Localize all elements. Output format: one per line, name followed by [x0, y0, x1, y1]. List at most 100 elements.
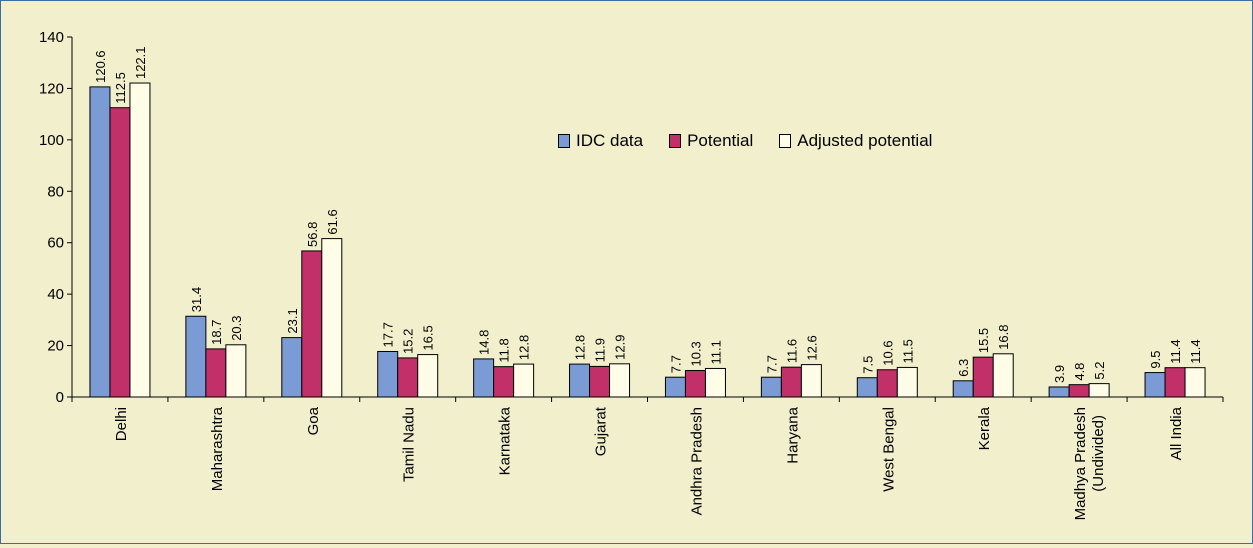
- legend-swatch-adjusted: [779, 134, 792, 148]
- legend-swatch-potential: [669, 134, 682, 148]
- data-label: 12.9: [613, 335, 628, 360]
- data-label: 11.9: [593, 338, 608, 362]
- data-label: 4.8: [1072, 363, 1087, 381]
- x-tick-label-line: All India: [1168, 406, 1185, 460]
- bar: [876, 369, 898, 398]
- data-labels-group: 120.6 112.5 122.1 31.4 18.7 20.3 23.1 56.8 61.6 1…: [93, 46, 1203, 382]
- bar: [1144, 372, 1166, 398]
- bar: [109, 107, 131, 398]
- legend-label-idc: IDC data: [576, 131, 644, 150]
- bar: [281, 337, 303, 398]
- bar: [589, 365, 611, 398]
- data-label: 16.8: [996, 324, 1011, 349]
- bar: [760, 376, 782, 398]
- x-tick-label: Andhra Pradesh: [688, 407, 705, 515]
- data-label: 11.1: [708, 340, 723, 364]
- bar: [704, 367, 726, 398]
- y-tick-label: 60: [47, 235, 64, 252]
- legend-item-potential: Potential: [669, 131, 753, 151]
- data-label: 14.8: [477, 330, 492, 355]
- x-tick-label: Tamil Nadu: [401, 407, 418, 482]
- x-tick-label-line: Haryana: [784, 406, 801, 463]
- bar: [1068, 384, 1090, 398]
- bar: [493, 366, 515, 398]
- x-tick-label: Gujarat: [593, 406, 610, 456]
- data-label: 56.8: [305, 222, 320, 247]
- x-tick-label: Kerala: [976, 406, 993, 450]
- y-tick-label: 140: [39, 29, 64, 46]
- bar: [397, 357, 419, 398]
- x-tick-label: Karnataka: [497, 406, 514, 475]
- data-label: 11.4: [1168, 339, 1183, 363]
- data-label: 20.3: [229, 315, 244, 340]
- data-label: 12.8: [573, 335, 588, 360]
- data-label: 122.1: [133, 46, 148, 79]
- bar: [205, 348, 227, 398]
- data-label: 6.3: [956, 359, 971, 377]
- data-label: 7.7: [764, 355, 779, 373]
- bar: [896, 366, 918, 398]
- data-label: 112.5: [113, 72, 128, 104]
- data-label: 7.7: [668, 355, 683, 373]
- data-label: 15.2: [401, 329, 416, 354]
- bar: [952, 380, 974, 398]
- bar: [992, 353, 1014, 398]
- data-label: 31.4: [189, 287, 204, 312]
- data-label: 15.5: [976, 328, 991, 353]
- bar: [569, 363, 591, 398]
- bar: [225, 344, 247, 398]
- x-tick-label-line: Delhi: [113, 407, 130, 441]
- data-label: 11.5: [900, 339, 915, 363]
- legend-item-idc: IDC data: [558, 131, 643, 151]
- x-tick-label: Haryana: [784, 406, 801, 463]
- bar: [1088, 383, 1110, 398]
- x-tick-label: Delhi: [113, 407, 130, 441]
- bar: [1048, 386, 1070, 398]
- x-tick-label-line: Maharashtra: [209, 406, 226, 491]
- bar: [321, 238, 343, 398]
- data-label: 11.8: [497, 338, 512, 362]
- legend: IDC data Potential Adjusted potential: [558, 131, 958, 151]
- data-label: 23.1: [285, 308, 300, 333]
- bar: [856, 377, 878, 398]
- bar: [780, 366, 802, 398]
- legend-label-potential: Potential: [687, 131, 754, 150]
- x-tick-label: Goa: [305, 406, 322, 435]
- data-label: 7.5: [860, 356, 875, 374]
- data-label: 18.7: [209, 320, 224, 345]
- data-label: 61.6: [325, 209, 340, 234]
- bar: [1164, 367, 1186, 398]
- data-label: 16.5: [421, 325, 436, 350]
- bar: [800, 364, 822, 398]
- x-tick-label: All India: [1168, 406, 1185, 460]
- x-tick-label: West Bengal: [880, 407, 897, 492]
- bars-group: [89, 82, 1206, 398]
- bar: [1184, 367, 1206, 398]
- x-tick-label: Maharashtra: [209, 406, 226, 491]
- data-label: 17.7: [381, 322, 396, 347]
- bar: [972, 356, 994, 398]
- bar: [417, 354, 439, 398]
- x-tick-label-line: (Undivided): [1090, 415, 1107, 492]
- x-tick-labels-group: Delhi Maharashtra Goa Tamil Nadu Karnataka Gu…: [113, 406, 1185, 520]
- data-label: 12.6: [804, 335, 819, 360]
- data-label: 9.5: [1148, 350, 1163, 368]
- x-tick-label-line: Kerala: [976, 406, 993, 450]
- y-tick-label: 40: [47, 286, 64, 303]
- data-label: 11.6: [784, 339, 799, 363]
- data-label: 120.6: [93, 50, 108, 83]
- bar: [513, 363, 535, 398]
- data-label: 11.4: [1188, 339, 1203, 363]
- data-label: 5.2: [1092, 362, 1107, 380]
- bar: [129, 82, 151, 398]
- axes: 0 20 40 60 80 100 120 140: [39, 29, 1224, 406]
- x-tick-label-line: Gujarat: [593, 406, 610, 456]
- bar: [664, 376, 686, 398]
- x-tick-label-line: Tamil Nadu: [401, 407, 418, 482]
- legend-label-adjusted: Adjusted potential: [797, 131, 933, 150]
- bar: [185, 315, 207, 398]
- y-tick-label: 0: [56, 389, 64, 406]
- bar: [377, 350, 399, 398]
